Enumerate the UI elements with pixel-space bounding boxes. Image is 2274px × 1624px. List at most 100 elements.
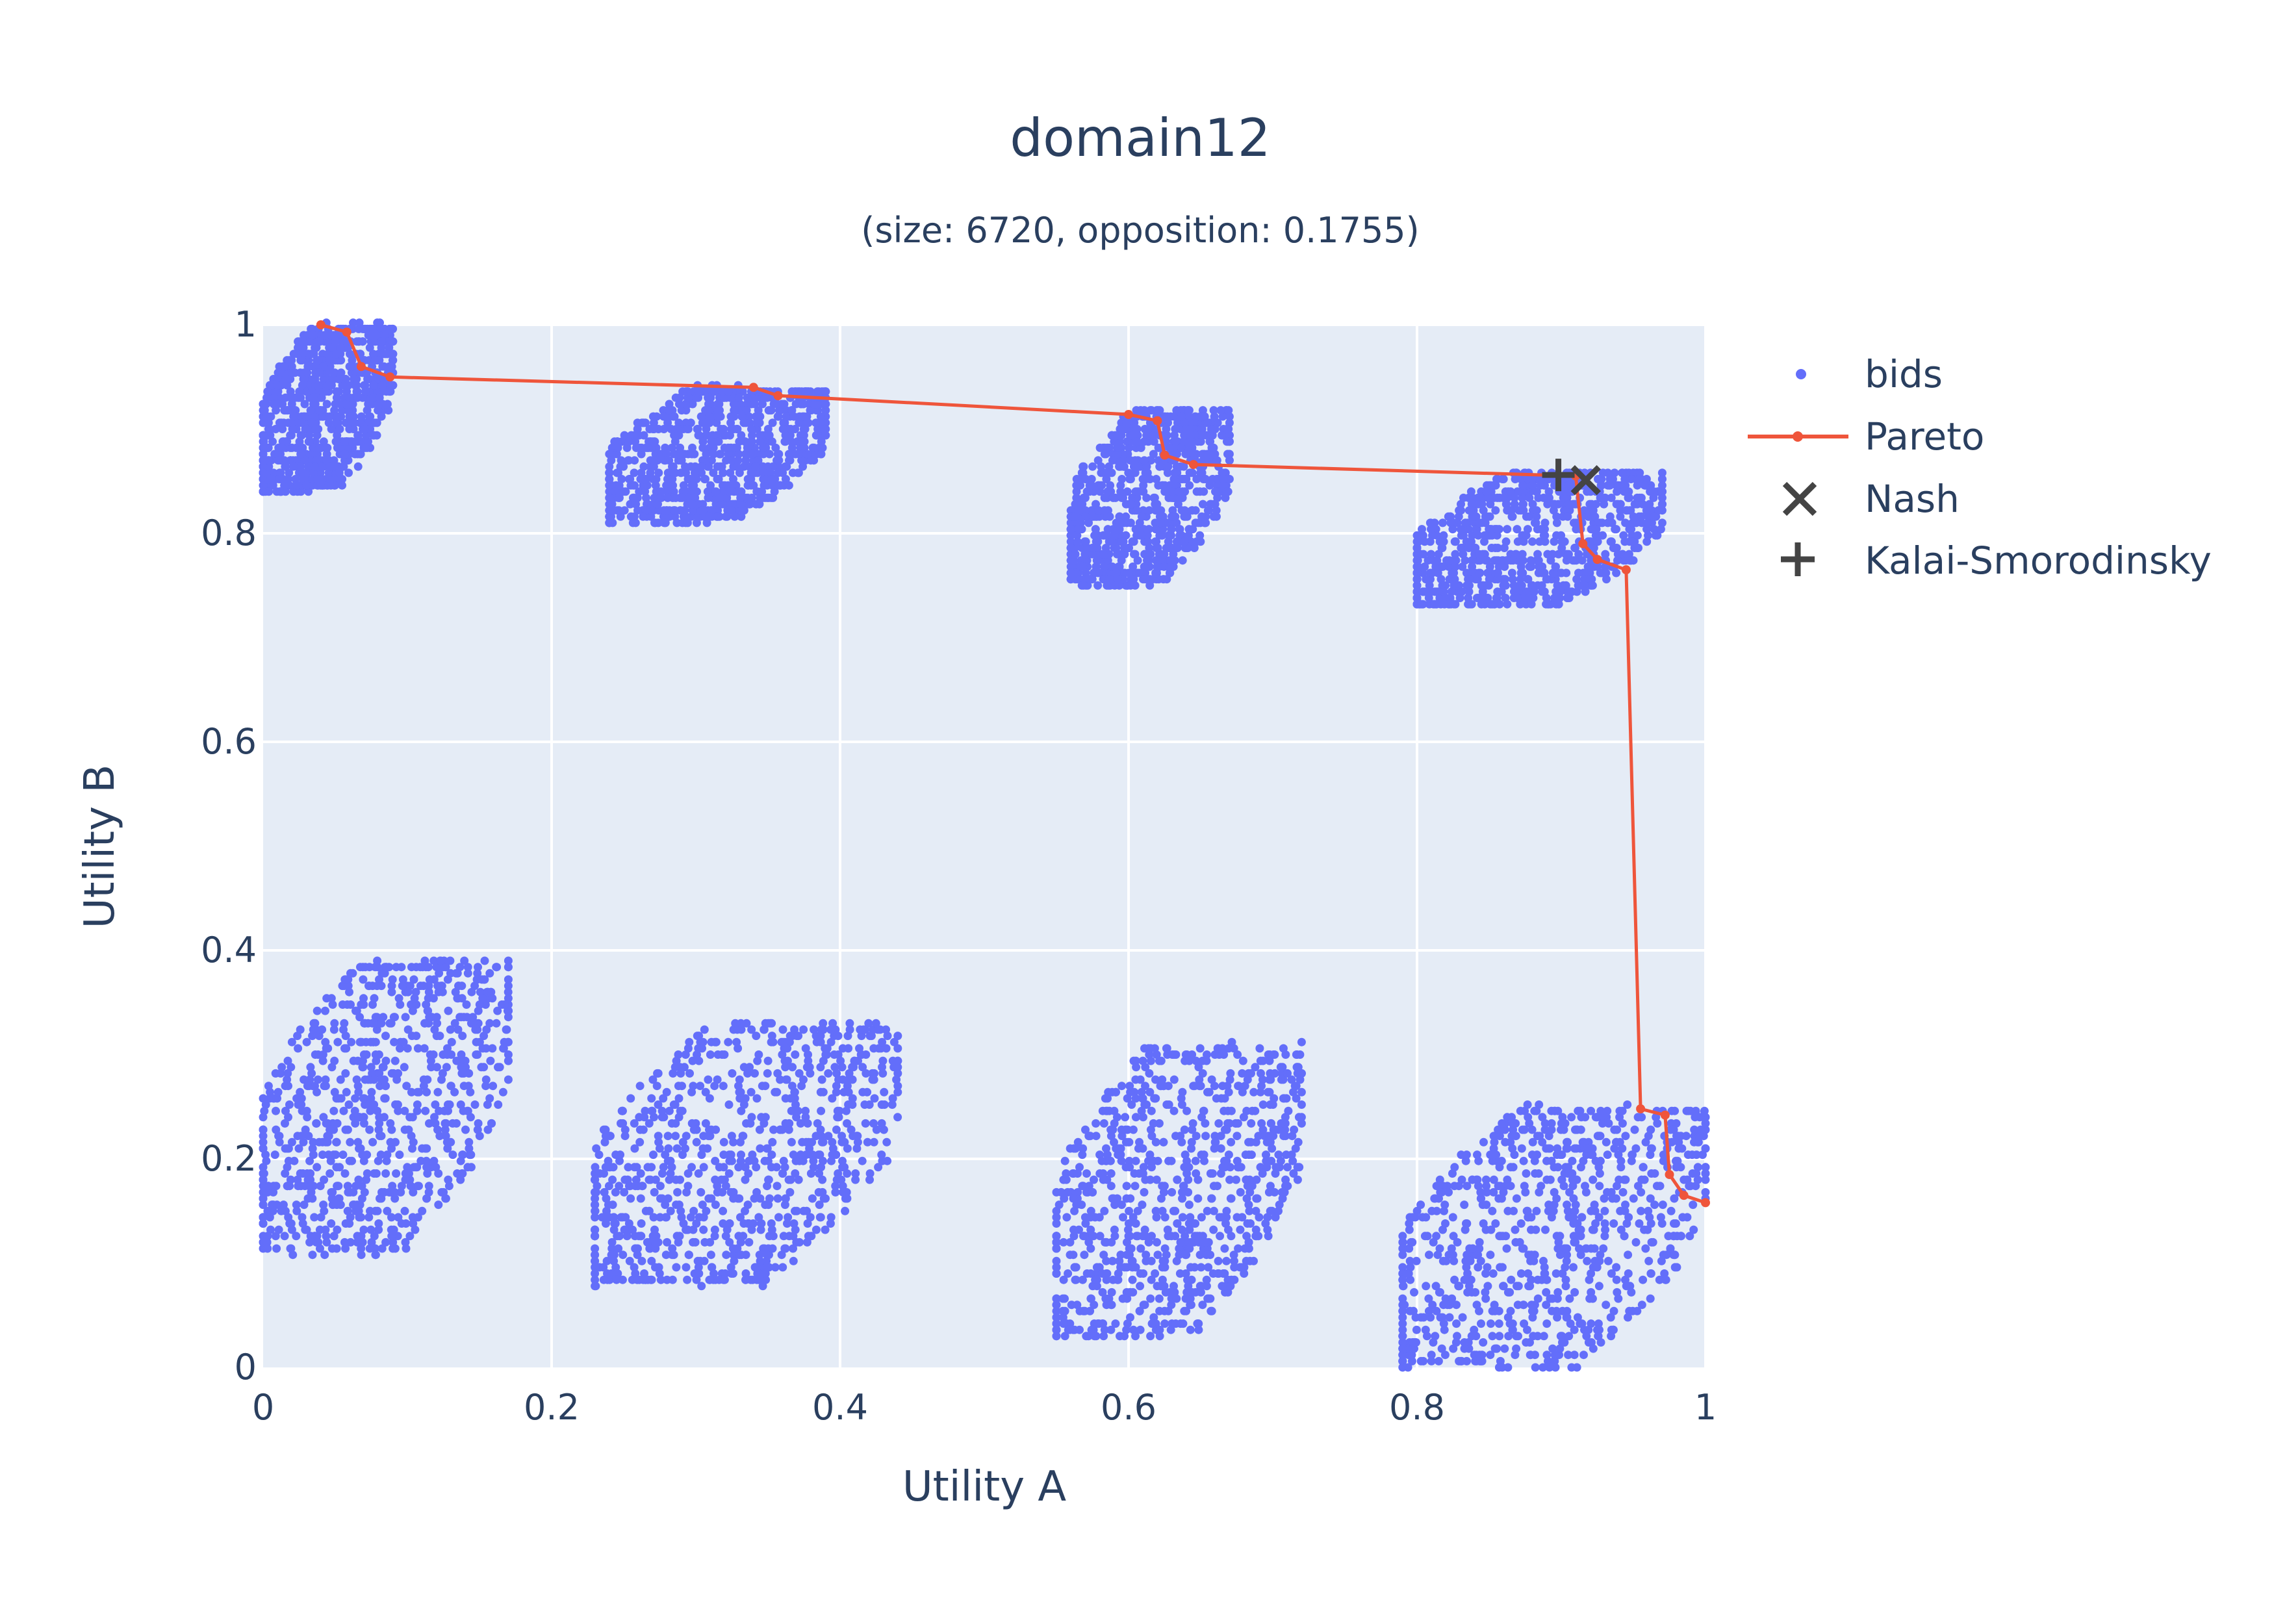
bid-point <box>444 1100 452 1109</box>
bid-point <box>302 1225 311 1234</box>
bid-point <box>701 1119 710 1128</box>
bid-point <box>1145 475 1155 483</box>
bid-point <box>719 1150 728 1160</box>
bid-point <box>400 1125 409 1134</box>
bid-point <box>1123 487 1132 496</box>
bid-point <box>388 975 397 984</box>
bid-point <box>260 1106 269 1115</box>
bid-point <box>351 1094 360 1103</box>
bid-point <box>1557 568 1566 577</box>
bid-point <box>760 468 769 477</box>
bid-point <box>283 1069 292 1078</box>
bid-point <box>485 1094 494 1103</box>
bid-point <box>277 418 286 427</box>
bid-point <box>763 493 772 502</box>
bid-point <box>485 1019 494 1028</box>
bid-point <box>259 487 268 496</box>
bid-point <box>1553 594 1563 602</box>
bid-point <box>283 1144 292 1153</box>
bid-point <box>390 1194 400 1203</box>
bid-point <box>789 412 798 421</box>
bid-point <box>308 1032 317 1041</box>
bid-point <box>356 963 364 972</box>
bid-point <box>1485 512 1494 521</box>
bid-point <box>479 1063 489 1072</box>
bid-point <box>347 1037 356 1047</box>
bid-point <box>633 425 642 433</box>
bid-point <box>369 381 378 390</box>
bid-point <box>493 1006 502 1015</box>
bid-point <box>1578 556 1587 565</box>
bid-point <box>504 975 513 984</box>
bid-point <box>332 349 341 359</box>
bid-point <box>324 381 333 390</box>
bid-point <box>259 1144 268 1153</box>
bid-point <box>801 1106 810 1115</box>
bid-point <box>1132 506 1142 515</box>
bid-point <box>706 1250 715 1260</box>
bid-point <box>1549 506 1558 515</box>
bid-point <box>331 437 340 446</box>
bid-point <box>888 1100 897 1109</box>
bid-point <box>784 450 793 459</box>
bid-point <box>699 1225 708 1234</box>
bid-point <box>797 1082 806 1091</box>
bid-point <box>1445 556 1454 565</box>
bid-point <box>1115 562 1124 571</box>
bid-point <box>1605 512 1615 521</box>
bid-point <box>683 425 692 433</box>
bid-point <box>470 1100 479 1109</box>
bid-point <box>1528 537 1537 546</box>
bid-point <box>341 375 350 383</box>
bid-point <box>1537 581 1546 590</box>
bid-point <box>611 1150 620 1160</box>
bid-point <box>1531 518 1540 527</box>
bid-point <box>715 450 724 459</box>
bid-point <box>424 1182 433 1191</box>
bid-point <box>1105 512 1114 521</box>
bid-point <box>750 400 759 409</box>
bid-point <box>728 1069 737 1078</box>
bid-point <box>321 1006 329 1015</box>
bid-point <box>314 1237 323 1247</box>
bid-point <box>594 1150 604 1160</box>
bid-point <box>329 368 338 377</box>
bid-point <box>608 1175 617 1184</box>
bid-point <box>421 1106 430 1115</box>
bid-point <box>340 1044 349 1053</box>
bid-point <box>458 1150 467 1160</box>
bid-point <box>737 412 747 421</box>
bid-point <box>317 331 326 340</box>
bid-point <box>1115 525 1124 534</box>
bid-point <box>1181 506 1189 515</box>
bid-point <box>615 481 624 490</box>
bid-point <box>1525 512 1534 521</box>
bid-point <box>681 1050 690 1059</box>
bid-point <box>259 1113 268 1122</box>
bid-point <box>1168 518 1177 527</box>
bid-point <box>1490 600 1499 609</box>
bid-point <box>1152 575 1161 584</box>
bid-point <box>708 1263 717 1272</box>
bid-point <box>483 1125 492 1134</box>
bid-point <box>322 400 331 409</box>
bid-point <box>328 375 337 383</box>
bid-point <box>1563 512 1572 521</box>
bid-point <box>882 1137 891 1147</box>
bid-point <box>677 406 686 415</box>
bid-point <box>828 1137 837 1147</box>
bid-point <box>1177 443 1186 452</box>
bid-point <box>1194 518 1203 527</box>
bid-point <box>277 1063 287 1072</box>
bid-point <box>1488 531 1496 540</box>
bid-point <box>727 456 736 465</box>
bid-point <box>473 1050 482 1059</box>
bid-point <box>305 431 314 440</box>
bid-point <box>1414 562 1423 571</box>
bid-point <box>794 1032 803 1041</box>
bid-point <box>396 1187 405 1197</box>
bid-point <box>321 443 330 452</box>
bid-point <box>704 393 713 402</box>
bid-point <box>713 400 722 409</box>
bid-point <box>1132 425 1142 433</box>
